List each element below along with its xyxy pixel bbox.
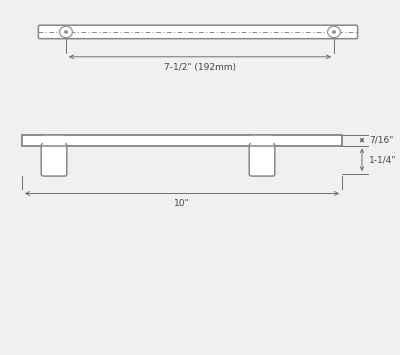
Circle shape [60, 26, 72, 38]
FancyBboxPatch shape [41, 143, 67, 176]
Text: 7-1/2" (192mm): 7-1/2" (192mm) [164, 63, 236, 72]
Bar [251, 135, 273, 145]
Text: 10": 10" [174, 199, 190, 208]
Circle shape [333, 31, 335, 33]
Text: 1-1/4": 1-1/4" [369, 155, 397, 164]
FancyBboxPatch shape [249, 143, 275, 176]
Bar [43, 135, 65, 145]
Circle shape [65, 31, 67, 33]
FancyBboxPatch shape [38, 25, 358, 39]
Text: 7/16": 7/16" [369, 136, 394, 145]
Bar [22, 135, 342, 146]
Bar [22, 135, 342, 146]
Circle shape [328, 26, 340, 38]
